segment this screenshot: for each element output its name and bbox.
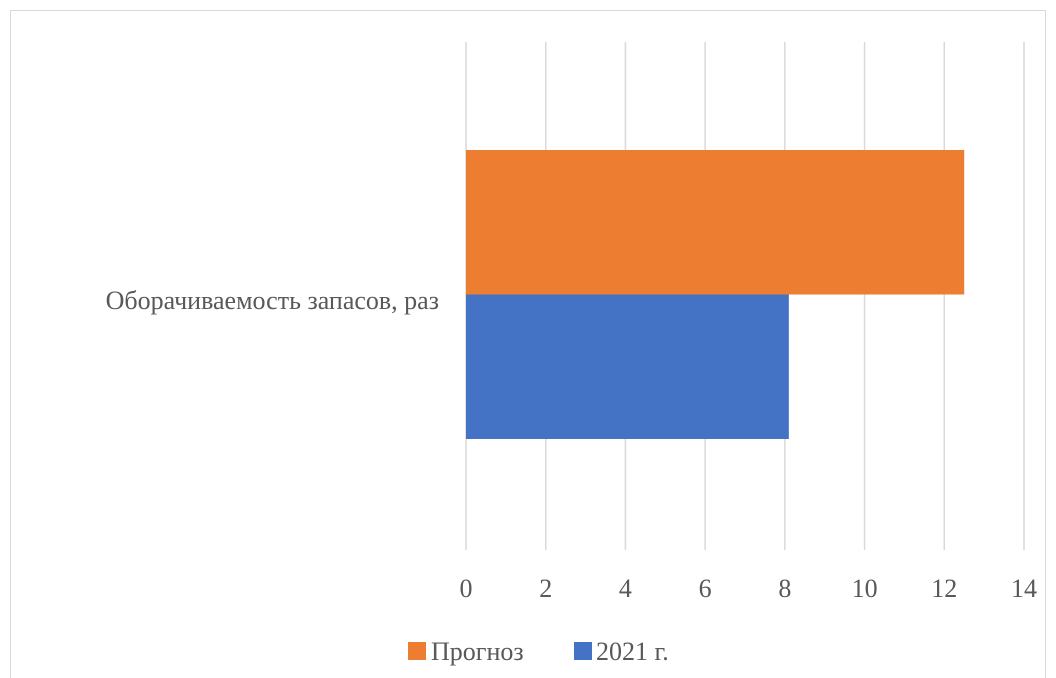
- x-axis-ticks: 0 2 4 6 8 10 12 14: [460, 574, 1038, 603]
- bar-series-forecast: [466, 150, 965, 295]
- bar-series-2021: [466, 294, 789, 439]
- x-tick-label: 12: [931, 574, 957, 603]
- legend-swatch: [574, 642, 592, 660]
- x-tick-label: 6: [699, 574, 712, 603]
- category-label: Оборачиваемость запасов, раз: [106, 286, 439, 315]
- legend: Прогноз 2021 г.: [408, 637, 669, 666]
- x-tick-label: 4: [619, 574, 632, 603]
- legend-label: 2021 г.: [596, 637, 669, 666]
- legend-label: Прогноз: [431, 637, 524, 666]
- bars: [466, 150, 965, 439]
- x-tick-label: 10: [852, 574, 878, 603]
- x-tick-label: 14: [1011, 574, 1037, 603]
- x-tick-label: 2: [539, 574, 552, 603]
- legend-swatch: [408, 642, 426, 660]
- x-tick-label: 0: [460, 574, 473, 603]
- x-tick-label: 8: [778, 574, 791, 603]
